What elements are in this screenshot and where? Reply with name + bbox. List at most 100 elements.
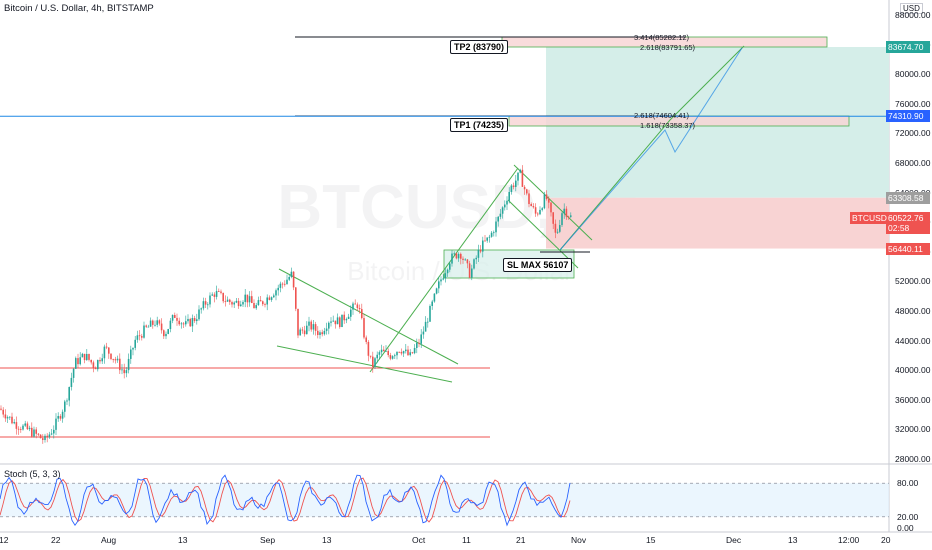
candle-body — [64, 401, 66, 412]
candle-body — [171, 314, 174, 321]
candle-body — [396, 351, 398, 356]
candle-body — [127, 358, 130, 371]
candle-body — [504, 204, 506, 208]
candle-body — [358, 307, 361, 310]
candle-body — [328, 322, 330, 329]
candle-body — [303, 330, 306, 335]
candle-body — [284, 283, 286, 285]
time-tick-label: 13 — [788, 535, 798, 545]
wedge-lower — [276, 345, 453, 383]
candle-body — [167, 329, 169, 334]
candle-body — [455, 253, 458, 259]
tp1-label[interactable]: TP1 (74235) — [450, 118, 509, 132]
candle-body — [460, 253, 462, 259]
candle-body — [431, 301, 433, 306]
candle-body — [103, 346, 106, 359]
candle-body — [510, 185, 513, 192]
candle-body — [24, 423, 26, 426]
candle-body — [292, 271, 295, 288]
candle-body — [90, 359, 92, 363]
candle-body — [277, 287, 279, 291]
candle-body — [499, 213, 502, 217]
candle-body — [286, 279, 288, 285]
candle-body — [321, 332, 323, 335]
candle-body — [147, 326, 150, 328]
candle-body — [435, 288, 438, 294]
candle-body — [429, 305, 431, 322]
candle-body — [473, 259, 475, 269]
candle-body — [310, 321, 312, 330]
candle-body — [479, 249, 482, 252]
time-tick-label: 11 — [462, 535, 471, 545]
candle-body — [2, 409, 4, 415]
candle-body — [383, 349, 385, 352]
candle-body — [121, 369, 123, 371]
candle-body — [534, 207, 537, 214]
candle-body — [169, 320, 172, 330]
candle-body — [255, 305, 257, 309]
candle-body — [39, 434, 42, 439]
candle-body — [178, 320, 180, 325]
price-tag: 63308.58 — [886, 191, 930, 204]
candle-body — [297, 308, 299, 336]
candle-body — [196, 319, 198, 322]
time-tick-label: 13 — [178, 535, 188, 545]
projection-blue — [559, 47, 743, 251]
candle-body — [369, 355, 372, 357]
fib-tp2-a: 3.414(85282.12) — [634, 33, 690, 42]
candle-body — [339, 317, 341, 328]
candle-body — [341, 314, 343, 328]
tp2-label[interactable]: TP2 (83790) — [450, 40, 509, 54]
candle-body — [31, 427, 33, 437]
candle-body — [356, 304, 359, 308]
candle-body — [453, 253, 455, 255]
candle-body — [101, 358, 103, 362]
candle-body — [97, 360, 99, 370]
candle-body — [273, 295, 275, 298]
price-tick-label: 80000.00 — [895, 69, 931, 80]
price-tick-label: 72000.00 — [895, 128, 931, 139]
candle-body — [526, 189, 528, 194]
candle-body — [385, 350, 387, 352]
fib-tp2-b: 2.618(83791.65) — [640, 43, 696, 52]
candle-body — [440, 279, 442, 282]
candle-body — [253, 303, 255, 309]
time-tick-label: 12:00 — [838, 535, 860, 545]
candle-body — [332, 320, 334, 322]
candle-body — [226, 299, 229, 302]
candle-body — [563, 208, 565, 214]
candle-body — [116, 358, 119, 361]
candle-body — [372, 356, 374, 367]
candle-body — [554, 223, 557, 233]
price-tick-label: 28000.00 — [895, 454, 931, 464]
candle-body — [22, 425, 24, 430]
candle-body — [187, 318, 189, 322]
candle-body — [42, 438, 44, 440]
sl-label[interactable]: SL MAX 56107 — [503, 258, 573, 272]
candle-body — [532, 206, 535, 208]
price-tag: 56440.11 — [886, 242, 930, 255]
candle-body — [189, 318, 191, 327]
price-tag: 60522.76 02:58 — [886, 212, 930, 235]
currency-badge[interactable]: USD — [900, 3, 923, 14]
candle-body — [136, 335, 139, 340]
candle-body — [182, 323, 185, 325]
stoch-label: Stoch (5, 3, 3) — [4, 469, 61, 479]
candle-body — [28, 427, 31, 430]
candle-body — [387, 350, 389, 356]
candle-body — [244, 294, 246, 302]
candle-body — [215, 291, 218, 297]
candle-body — [508, 191, 510, 201]
candle-body — [61, 411, 64, 419]
candle-body — [374, 358, 376, 367]
candle-body — [79, 357, 81, 365]
candle-body — [154, 324, 156, 326]
flag-lower — [507, 199, 579, 269]
candle-body — [224, 301, 227, 303]
candle-body — [257, 300, 260, 306]
candle-body — [13, 422, 15, 424]
price-tick-label: 32000.00 — [895, 424, 931, 435]
candle-body — [471, 268, 473, 278]
candle-body — [501, 207, 504, 214]
